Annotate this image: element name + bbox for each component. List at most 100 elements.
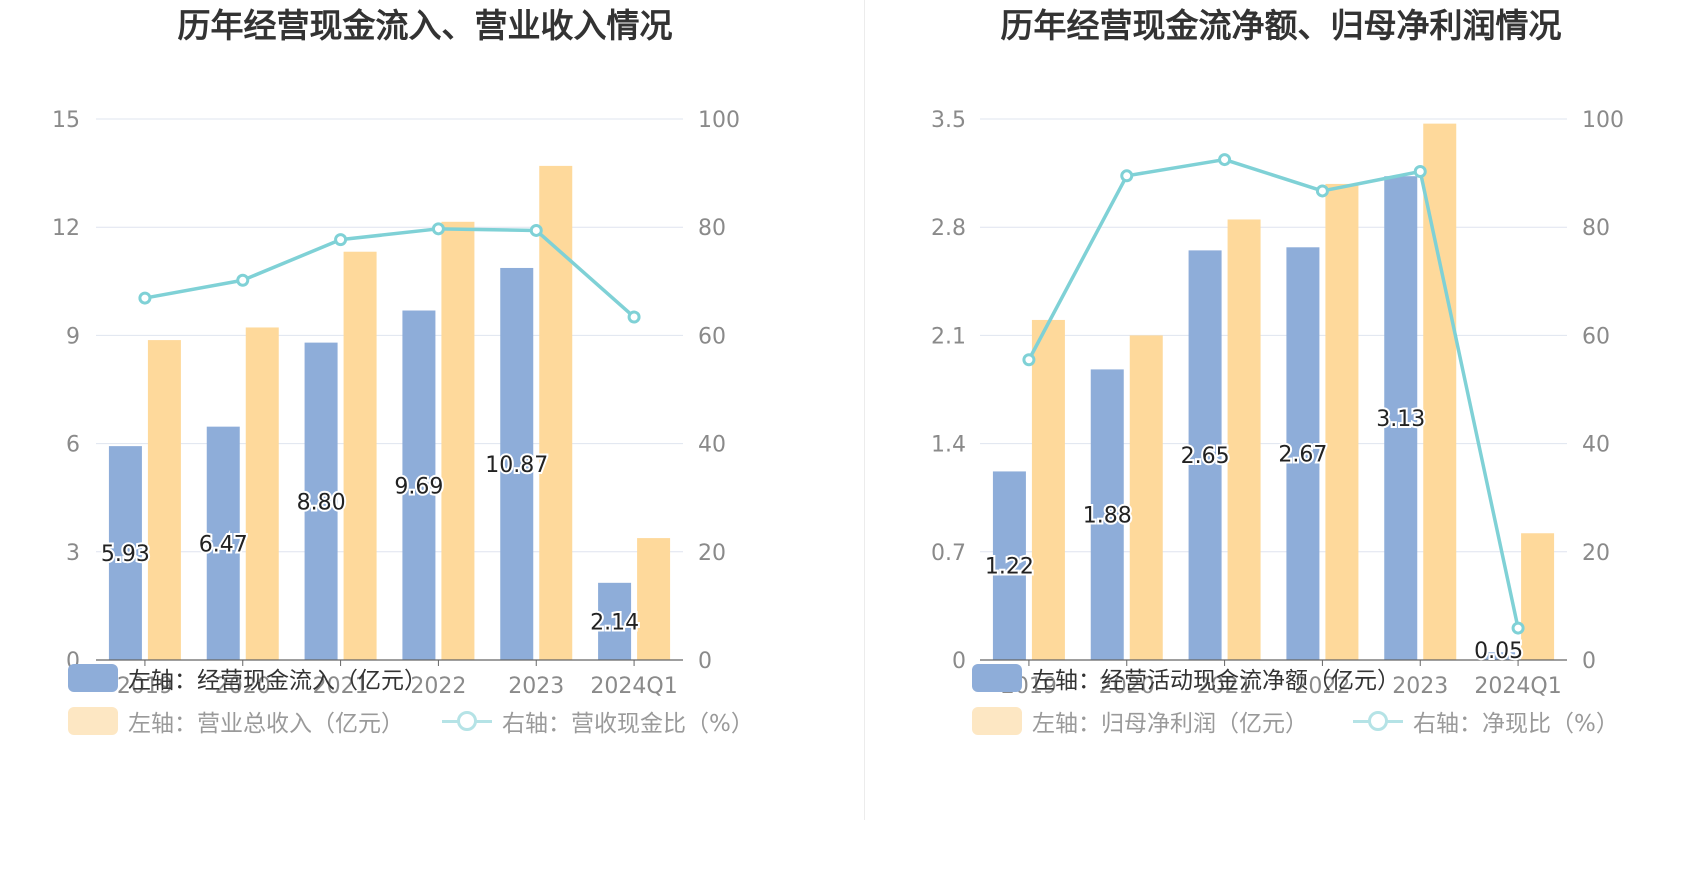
left-axis-tick: 3.5 — [931, 108, 966, 133]
bar-data-label: 6.47 — [199, 532, 248, 557]
bar-data-label: 0.05 — [1474, 639, 1523, 664]
ratio-point — [236, 273, 250, 287]
left-axis-tick: 0.7 — [931, 541, 966, 566]
legend-line-icon — [1353, 707, 1403, 735]
bar-secondary — [1521, 533, 1555, 660]
bar-data-label: 1.22 — [985, 555, 1034, 580]
bar-primary — [1286, 247, 1320, 660]
bar-data-label: 8.80 — [297, 490, 346, 515]
ratio-point — [627, 310, 641, 324]
left-axis-tick: 1.4 — [931, 433, 966, 458]
bar-data-label: 3.13 — [1376, 407, 1425, 432]
legend-swatch — [972, 707, 1022, 735]
right-axis-tick: 20 — [698, 541, 726, 566]
bar-secondary — [1227, 219, 1261, 660]
ratio-point — [1511, 621, 1525, 635]
left-axis-tick: 9 — [66, 324, 80, 349]
legend-swatch — [68, 664, 118, 692]
ratio-line — [1027, 157, 1520, 629]
ratio-point — [529, 223, 543, 237]
ratio-point — [431, 222, 445, 236]
left-axis-tick: 3 — [66, 541, 80, 566]
x-axis-tick: 2019 — [117, 674, 173, 699]
bar-data-label: 2.14 — [590, 610, 639, 635]
legend-label: 右轴：营收现金比（%） — [502, 711, 754, 737]
bar-primary — [1090, 369, 1124, 660]
ratio-point — [138, 291, 152, 305]
chart-title: 历年经营现金流净额、归母净利润情况 — [1000, 6, 1562, 45]
legend-label: 左轴：归母净利润（亿元） — [1032, 711, 1308, 737]
bar-primary — [1384, 176, 1418, 661]
legend-line-icon — [442, 707, 492, 735]
right-axis-tick: 80 — [1582, 216, 1610, 241]
bar-data-label: 2.67 — [1278, 443, 1327, 468]
bar-primary — [1188, 250, 1222, 660]
bar-primary — [402, 310, 436, 660]
bar-primary — [992, 471, 1026, 660]
legend-label: 左轴：经营现金流入（亿元） — [128, 668, 427, 694]
bar-secondary — [637, 538, 671, 660]
right-axis-tick: 60 — [698, 324, 726, 349]
x-axis-tick: 2021 — [313, 674, 369, 699]
bar-secondary — [245, 327, 279, 660]
legend-label: 左轴：经营活动现金流净额（亿元） — [1032, 668, 1400, 694]
bar-secondary — [1031, 319, 1065, 660]
left-axis-tick: 2.1 — [931, 324, 966, 349]
x-axis-tick: 2023 — [508, 674, 564, 699]
bar-primary — [1482, 652, 1516, 660]
bar-data-label: 10.87 — [485, 453, 548, 478]
right-axis-tick: 60 — [1582, 324, 1610, 349]
legend-item-net-cash-flow[interactable]: 左轴：经营活动现金流净额（亿元） — [972, 660, 1400, 696]
ratio-point — [1120, 169, 1134, 183]
left-axis-tick: 12 — [52, 216, 80, 241]
bar-primary — [206, 426, 240, 660]
chart-panel-left: 历年经营现金流入、营业收入情况 0 3 6 9 12 15 0 20 40 60 80 100 2019… — [52, 6, 754, 739]
bar-secondary — [147, 340, 181, 660]
legend-label: 右轴：净现比（%） — [1413, 711, 1619, 737]
bar-secondary — [343, 251, 377, 660]
bar-data-label: 1.88 — [1083, 504, 1132, 529]
ratio-point — [1315, 184, 1329, 198]
left-axis-tick: 15 — [52, 108, 80, 133]
ratio-point — [334, 233, 348, 247]
right-axis-tick: 20 — [1582, 541, 1610, 566]
x-axis-tick: 2022 — [410, 674, 466, 699]
bar-secondary — [539, 165, 573, 661]
x-axis-tick: 2021 — [1197, 674, 1253, 699]
right-axis-tick: 80 — [698, 216, 726, 241]
bar-primary — [500, 267, 534, 660]
right-axis-tick: 40 — [698, 433, 726, 458]
right-axis-tick: 100 — [1582, 108, 1624, 133]
left-axis-tick: 6 — [66, 433, 80, 458]
right-axis-tick: 100 — [698, 108, 740, 133]
ratio-point — [1218, 153, 1232, 167]
bar-primary — [304, 342, 338, 660]
ratio-point — [1413, 164, 1427, 178]
bar-primary — [108, 446, 142, 660]
x-axis-tick: 2024Q1 — [590, 674, 677, 699]
legend-item-net-cash-ratio[interactable]: 右轴：净现比（%） — [1353, 703, 1619, 739]
bar-secondary — [1129, 335, 1163, 660]
left-axis-tick: 2.8 — [931, 216, 966, 241]
right-axis-tick: 0 — [1582, 649, 1596, 674]
legend-item-cash-ratio[interactable]: 右轴：营收现金比（%） — [442, 703, 754, 739]
legend-item-cash-inflow[interactable]: 左轴：经营现金流入（亿元） — [68, 660, 427, 696]
legend-item-net-profit[interactable]: 左轴：归母净利润（亿元） — [972, 703, 1308, 739]
x-axis-tick: 2022 — [1294, 674, 1350, 699]
ratio-point — [1022, 353, 1036, 367]
legend-item-revenue[interactable]: 左轴：营业总收入（亿元） — [68, 703, 404, 739]
x-axis-tick: 2023 — [1392, 674, 1448, 699]
bar-primary — [598, 582, 632, 660]
chart-title: 历年经营现金流入、营业收入情况 — [177, 6, 673, 45]
x-axis-tick: 2024Q1 — [1474, 674, 1561, 699]
right-axis-tick: 0 — [698, 649, 712, 674]
x-axis-tick: 2020 — [1099, 674, 1155, 699]
right-axis-tick: 40 — [1582, 433, 1610, 458]
legend-swatch — [972, 664, 1022, 692]
ratio-line — [144, 227, 636, 319]
bar-secondary — [1325, 183, 1359, 661]
bar-data-label: 5.93 — [101, 542, 150, 567]
panel-divider — [864, 0, 865, 820]
